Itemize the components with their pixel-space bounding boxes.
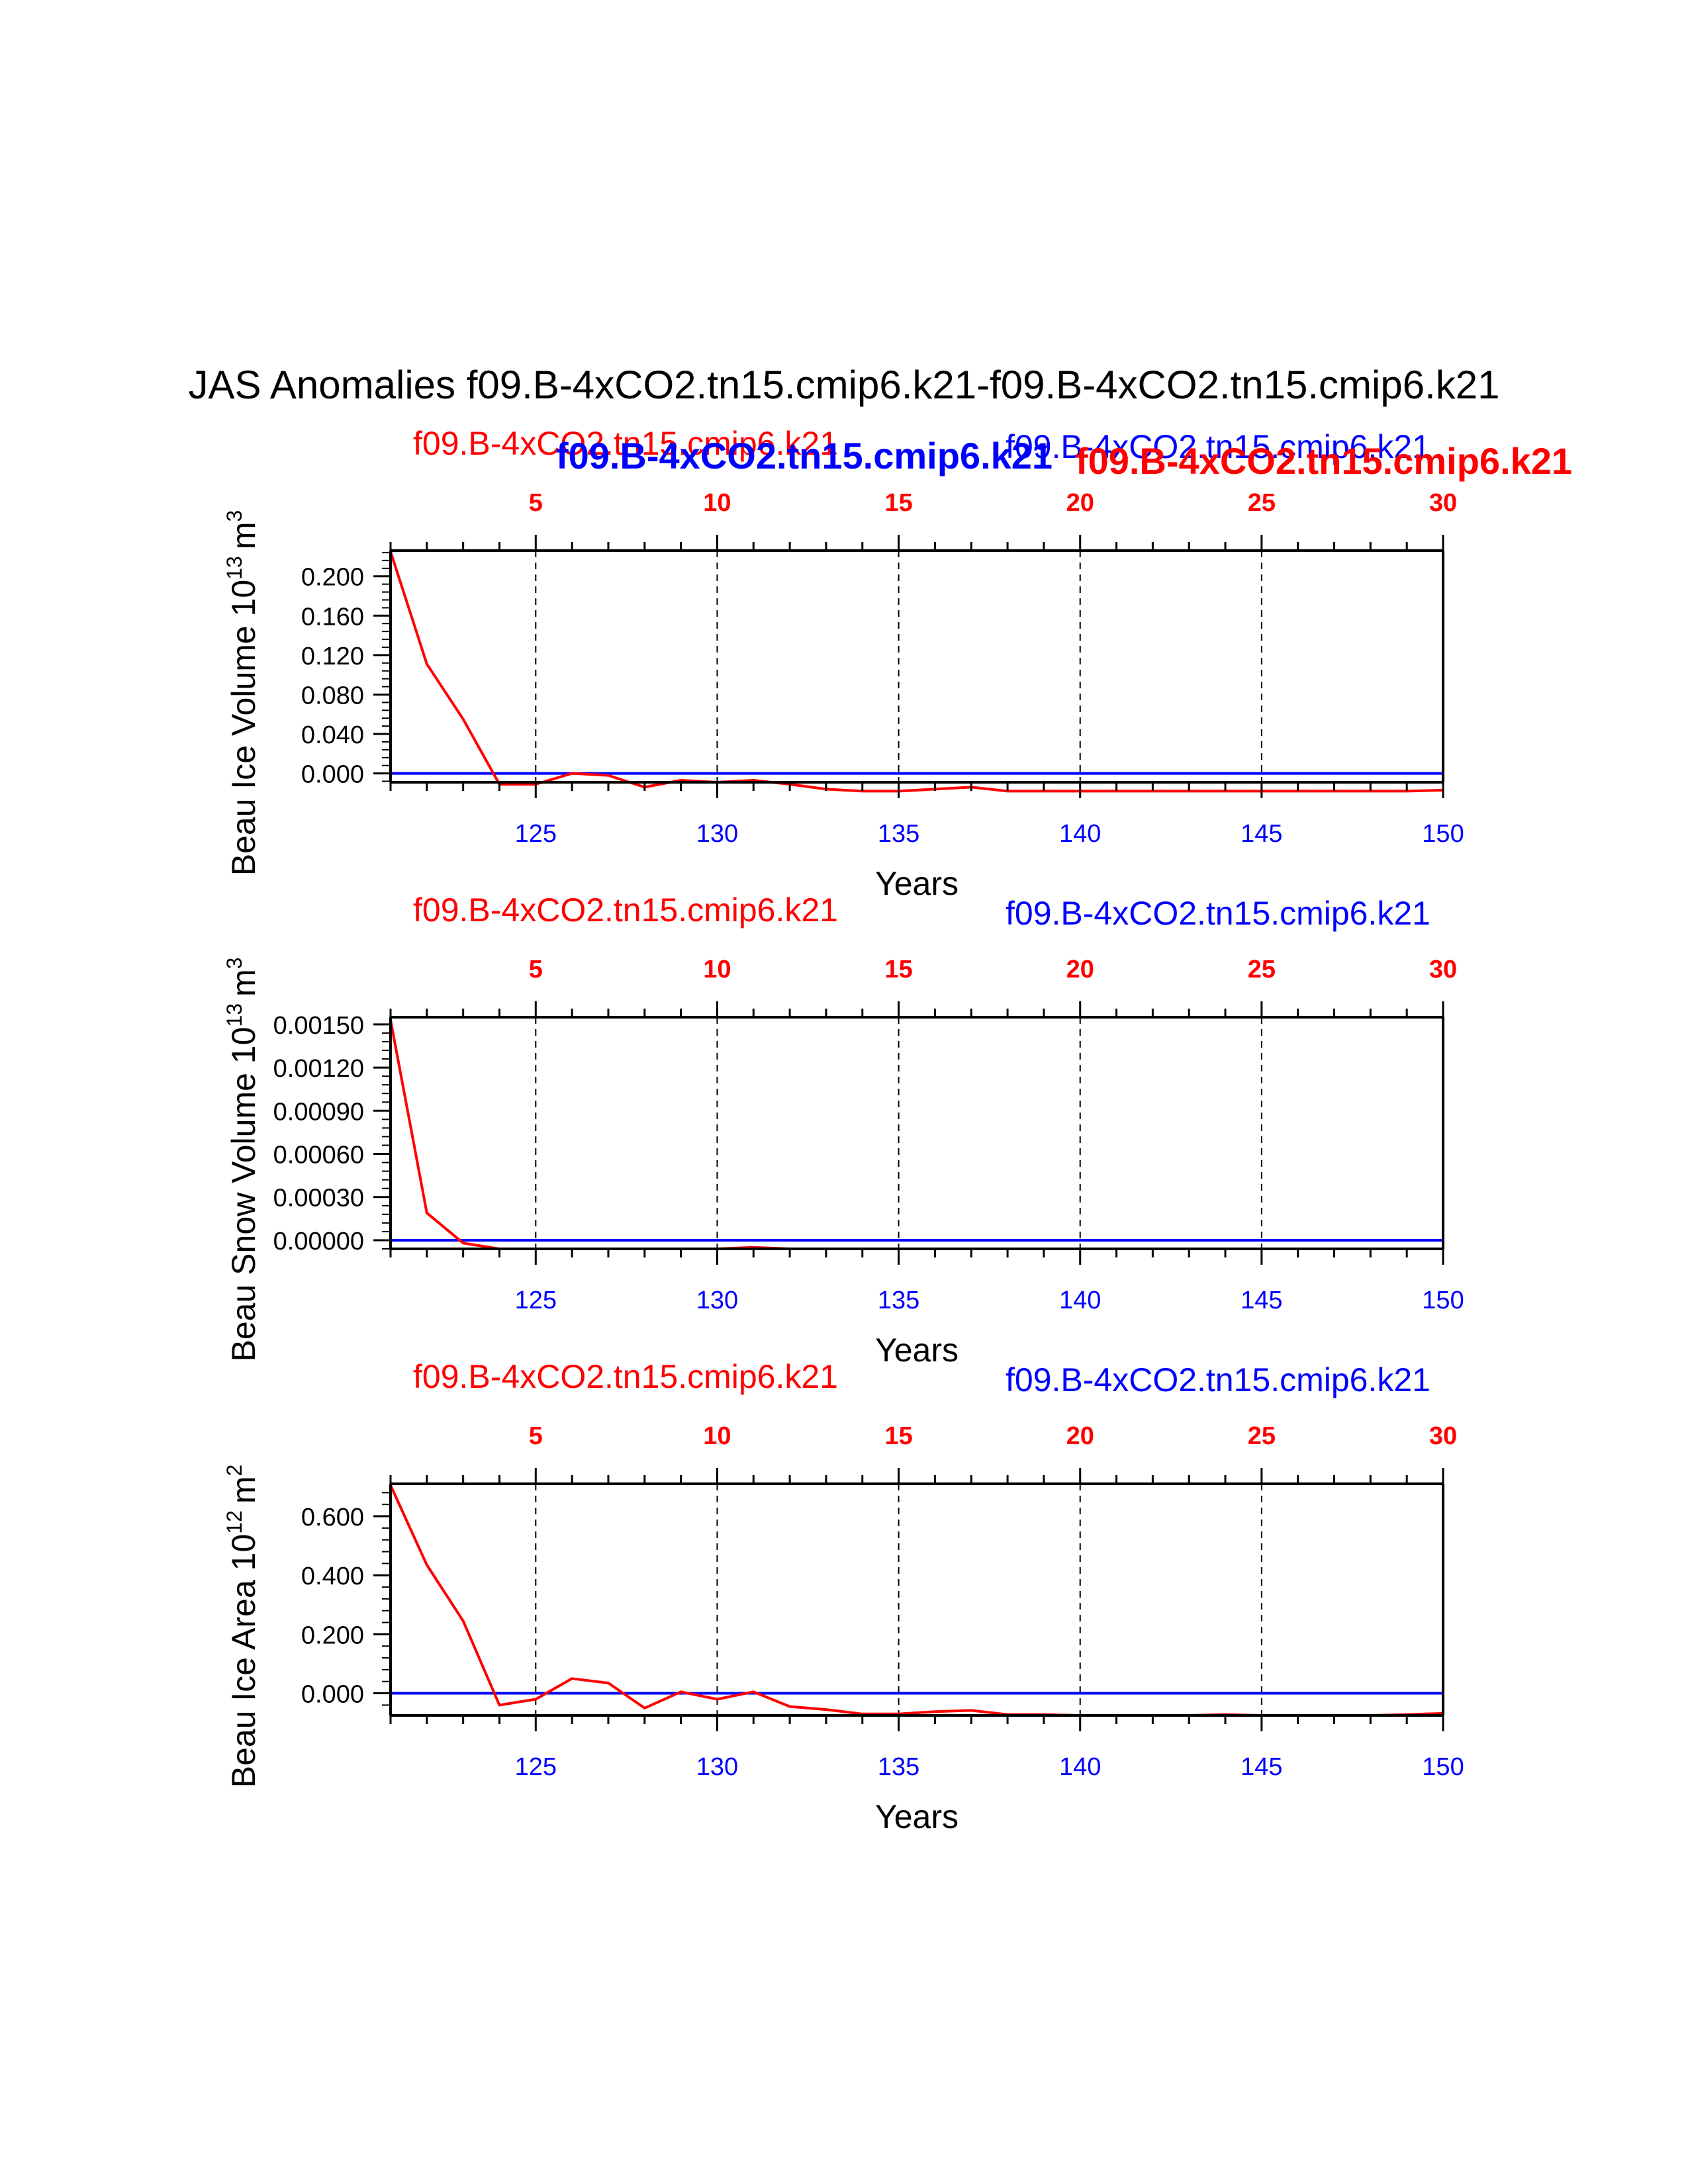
x-tick-label: 125 — [515, 1753, 557, 1781]
top-tick-label: 15 — [884, 489, 912, 517]
y-tick-label: 0.120 — [301, 643, 364, 670]
y-tick-label: 0.00150 — [273, 1012, 364, 1040]
x-tick-label: 125 — [515, 820, 557, 848]
top-tick-label: 10 — [703, 489, 731, 517]
x-tick-label: 145 — [1241, 1287, 1282, 1314]
x-tick-label: 130 — [696, 1287, 738, 1314]
x-tick-label: 140 — [1059, 820, 1101, 848]
legend-label-case2: f09.B-4xCO2.tn15.cmip6.k21 — [1006, 1361, 1430, 1398]
y-tick-label: 0.400 — [301, 1563, 364, 1590]
panel-3: 0.000 0.200 0.400 0.600 125 130 135 140 145 150 5 1… — [222, 1358, 1464, 1835]
x-tick-label: 135 — [878, 820, 919, 848]
x-tick-label: 145 — [1241, 1753, 1282, 1781]
x-tick-label: 150 — [1422, 1753, 1464, 1781]
y-axis-title-main: Beau Ice Volume 10 — [225, 580, 262, 876]
legend-label-case1: f09.B-4xCO2.tn15.cmip6.k21 — [413, 425, 838, 462]
top-tick-label: 30 — [1429, 1422, 1457, 1450]
top-tick-label: 20 — [1066, 956, 1094, 983]
y-axis-title-unit-exponent: 2 — [222, 1465, 246, 1477]
x-tick-label: 140 — [1059, 1287, 1101, 1314]
legend-label-case1: f09.B-4xCO2.tn15.cmip6.k21 — [413, 891, 838, 929]
y-axis-title: Beau Snow Volume 1013 m3 — [222, 958, 262, 1362]
y-tick-label: 0.600 — [301, 1504, 364, 1531]
y-axis-title-exponent: 12 — [222, 1510, 246, 1534]
y-axis-title-unit: m — [225, 1476, 262, 1504]
x-axis-title: Years — [875, 865, 959, 902]
top-tick-label: 25 — [1248, 1422, 1276, 1450]
top-tick-label: 20 — [1066, 1422, 1094, 1450]
top-tick-label: 15 — [884, 1422, 912, 1450]
y-axis-title-unit-exponent: 3 — [222, 510, 246, 522]
y-tick-label: 0.200 — [301, 1621, 364, 1649]
top-tick-label: 10 — [703, 956, 731, 983]
y-axis-title-exponent: 13 — [222, 556, 246, 580]
legend-label-case2: f09.B-4xCO2.tn15.cmip6.k21 — [1006, 428, 1430, 465]
y-axis-title-unit: m — [225, 969, 262, 997]
top-tick-label: 30 — [1429, 489, 1457, 517]
y-axis-title: Beau Ice Volume 1013 m3 — [222, 510, 262, 876]
x-tick-label: 135 — [878, 1287, 919, 1314]
y-axis-title-exponent: 13 — [222, 1003, 246, 1027]
y-tick-label: 0.00120 — [273, 1055, 364, 1083]
y-tick-label: 0.080 — [301, 682, 364, 709]
y-tick-label: 0.000 — [301, 1681, 364, 1709]
y-tick-label: 0.00030 — [273, 1185, 364, 1212]
y-axis-title-main: Beau Ice Area 10 — [225, 1534, 262, 1788]
x-tick-label: 150 — [1422, 820, 1464, 848]
top-tick-label: 20 — [1066, 489, 1094, 517]
x-tick-label: 135 — [878, 1753, 919, 1781]
y-tick-label: 0.000 — [301, 761, 364, 789]
x-tick-label: 145 — [1241, 820, 1282, 848]
top-tick-label: 5 — [529, 489, 543, 517]
x-tick-label: 150 — [1422, 1287, 1464, 1314]
top-tick-label: 5 — [529, 956, 543, 983]
overlay-label-red: f09.B-4xCO2.tn15.cmip6.k21 — [1076, 440, 1572, 482]
y-tick-label: 0.00060 — [273, 1142, 364, 1169]
top-tick-label: 15 — [884, 956, 912, 983]
y-tick-label: 0.200 — [301, 564, 364, 592]
figure-title: JAS Anomalies f09.B-4xCO2.tn15.cmip6.k21… — [189, 363, 1500, 407]
y-tick-label: 0.160 — [301, 603, 364, 631]
y-axis-title-main: Beau Snow Volume 10 — [225, 1027, 262, 1362]
x-axis-title: Years — [875, 1798, 959, 1835]
y-tick-label: 0.00090 — [273, 1098, 364, 1126]
top-tick-label: 25 — [1248, 956, 1276, 983]
y-tick-label: 0.00000 — [273, 1228, 364, 1255]
y-axis-title-unit: m — [225, 522, 262, 550]
overlay-label-blue: f09.B-4xCO2.tn15.cmip6.k21 — [556, 435, 1053, 477]
y-axis-title: Beau Ice Area 1012 m2 — [222, 1465, 262, 1788]
y-tick-label: 0.040 — [301, 721, 364, 749]
panel-2: 0.00000 0.00030 0.00060 0.00090 0.00120 0.001… — [222, 891, 1464, 1369]
series-line-case1 — [389, 551, 1444, 793]
top-tick-label: 5 — [529, 1422, 543, 1450]
legend-label-case2: f09.B-4xCO2.tn15.cmip6.k21 — [1006, 895, 1430, 932]
top-tick-label: 25 — [1248, 489, 1276, 517]
x-tick-label: 130 — [696, 1753, 738, 1781]
top-tick-label: 10 — [703, 1422, 731, 1450]
x-axis-title: Years — [875, 1332, 959, 1369]
legend-label-case1: f09.B-4xCO2.tn15.cmip6.k21 — [413, 1358, 838, 1395]
x-tick-label: 130 — [696, 820, 738, 848]
x-tick-label: 125 — [515, 1287, 557, 1314]
x-tick-label: 140 — [1059, 1753, 1101, 1781]
top-tick-label: 30 — [1429, 956, 1457, 983]
y-axis-title-unit-exponent: 3 — [222, 958, 246, 970]
